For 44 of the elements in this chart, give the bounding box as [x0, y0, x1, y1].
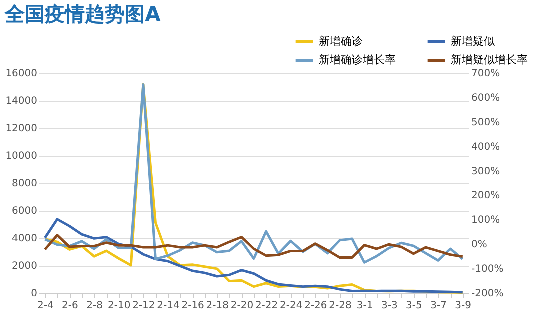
y-tick-label: 6000 [12, 206, 38, 217]
y-tick-label: 14000 [6, 96, 38, 107]
y2-tick-label: 100% [472, 215, 500, 226]
legend-label: 新增确诊增长率 [319, 54, 396, 66]
x-tick-label: 3-5 [406, 300, 422, 312]
x-tick-label: 2-28 [329, 300, 352, 312]
x-tick-label: 2-8 [86, 300, 103, 312]
x-tick-label: 2-4 [37, 300, 54, 312]
y-tick-label: 4000 [12, 234, 38, 244]
y2-tick-label: 500% [472, 117, 500, 128]
y2-tick-label: 600% [472, 92, 500, 104]
y-tick-label: 16000 [6, 68, 38, 80]
x-tick-label: 2-10 [108, 300, 131, 312]
y2-tick-label: 300% [472, 166, 500, 178]
x-tick-label: 2-22 [255, 300, 278, 312]
chart-title: 全国疫情趋势图A [4, 2, 162, 26]
y2-tick-label: -200% [472, 288, 504, 300]
y-tick-label: 10000 [6, 151, 38, 162]
y-tick-label: 2000 [12, 261, 38, 272]
x-tick-label: 3-1 [356, 300, 374, 312]
line-series [44, 218, 464, 294]
y2-tick-label: 400% [472, 142, 500, 153]
y2-tick-label: -100% [472, 264, 504, 276]
x-tick-label: 2-16 [182, 300, 204, 312]
legend-label: 新增疑似 [451, 34, 495, 48]
x-tick-label: 2-6 [62, 300, 78, 312]
x-tick-label: 2-14 [157, 300, 180, 312]
y2-tick-label: 700% [472, 68, 500, 80]
x-tick-label: 3-7 [430, 300, 447, 312]
x-tick-label: 2-20 [230, 300, 254, 312]
y2-tick-label: 200% [472, 190, 500, 202]
x-tick-label: 2-24 [280, 300, 303, 312]
x-tick-label: 3-3 [381, 300, 398, 312]
x-tick-label: 3-9 [455, 300, 472, 312]
y-tick-label: 0 [31, 288, 38, 300]
x-tick-label: 2-12 [132, 300, 156, 312]
y-tick-label: 12000 [6, 124, 38, 134]
line-series [44, 234, 464, 260]
x-tick-label: 2-26 [304, 300, 328, 312]
y2-tick-label: 0% [472, 240, 488, 251]
y-tick-label: 8000 [12, 178, 38, 190]
legend-label: 新增疑似增长率 [451, 54, 528, 66]
legend-label: 新增确诊 [319, 34, 363, 48]
x-tick-label: 2-18 [206, 300, 229, 312]
